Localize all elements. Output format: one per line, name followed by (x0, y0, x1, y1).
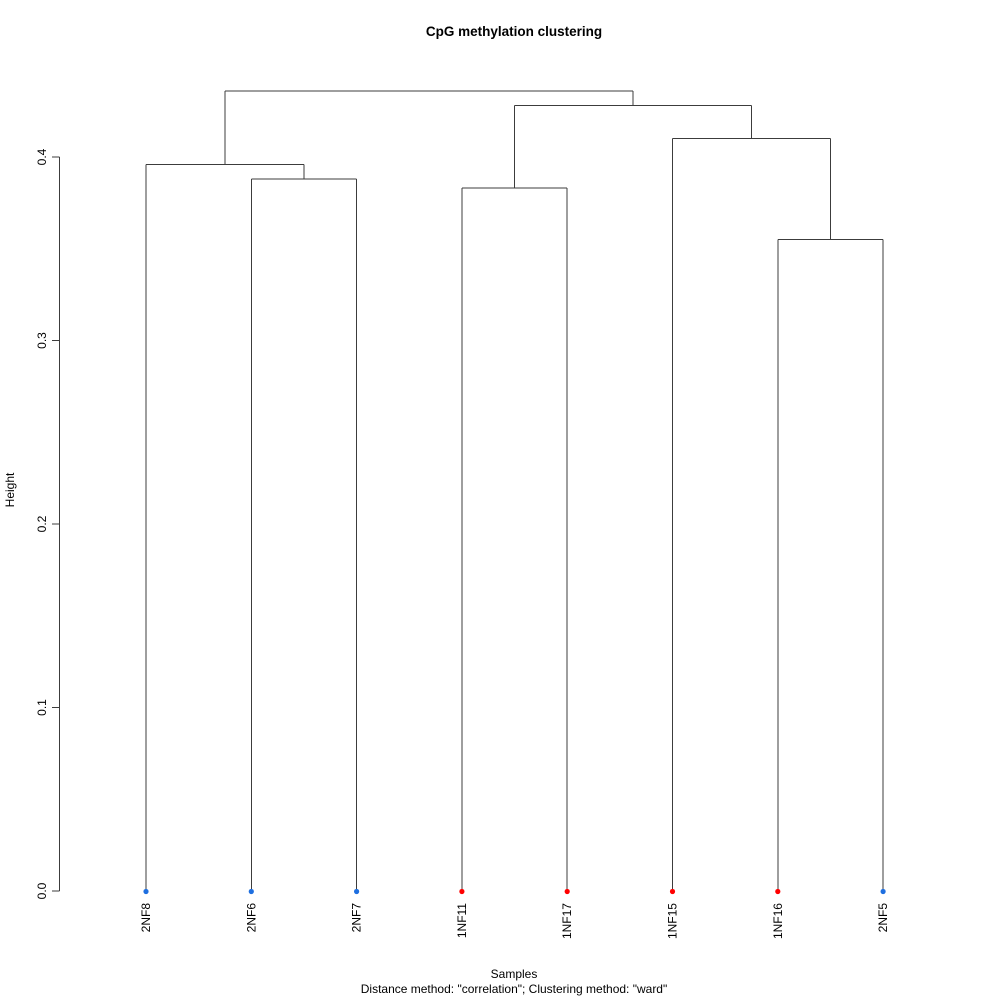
leaf-marker (248, 888, 254, 895)
leaf-label: 1NF16 (771, 903, 785, 939)
leaf-marker (143, 888, 149, 895)
y-axis-tick-label: 0.2 (35, 515, 49, 532)
leaf-label: 1NF15 (666, 903, 680, 939)
plot-subtitle: Distance method: "correlation"; Clusteri… (361, 982, 668, 996)
leaf-label: 1NF17 (560, 903, 574, 939)
y-axis-tick-label: 0.0 (35, 882, 49, 899)
y-axis-tick-label: 0.1 (35, 699, 49, 716)
y-axis: 0.0 0.1 0.2 0.3 0.4 (35, 148, 60, 899)
leaf-marker (354, 888, 360, 895)
y-axis-label: Height (3, 472, 17, 507)
leaf-marker (564, 888, 570, 895)
x-axis-label: Samples (491, 967, 538, 981)
leaf-label: 2NF7 (350, 903, 364, 933)
y-axis-tick-label: 0.4 (35, 148, 49, 165)
leaf-marker (669, 888, 676, 895)
leaf-marker (775, 888, 781, 895)
leaf-label: 2NF6 (244, 903, 258, 933)
dendrogram-tree: 2NF8 2NF6 2NF7 1NF11 1NF17 1NF15 1NF16 2NF5 (139, 90, 890, 939)
leaf-label: 1NF11 (455, 903, 469, 938)
leaf-label: 2NF5 (876, 903, 890, 933)
leaf-marker (880, 888, 886, 895)
y-axis-tick-label: 0.3 (35, 332, 49, 349)
chart-title: CpG methylation clustering (426, 24, 602, 39)
leaf-marker (459, 888, 465, 895)
leaf-label: 2NF8 (139, 903, 153, 933)
